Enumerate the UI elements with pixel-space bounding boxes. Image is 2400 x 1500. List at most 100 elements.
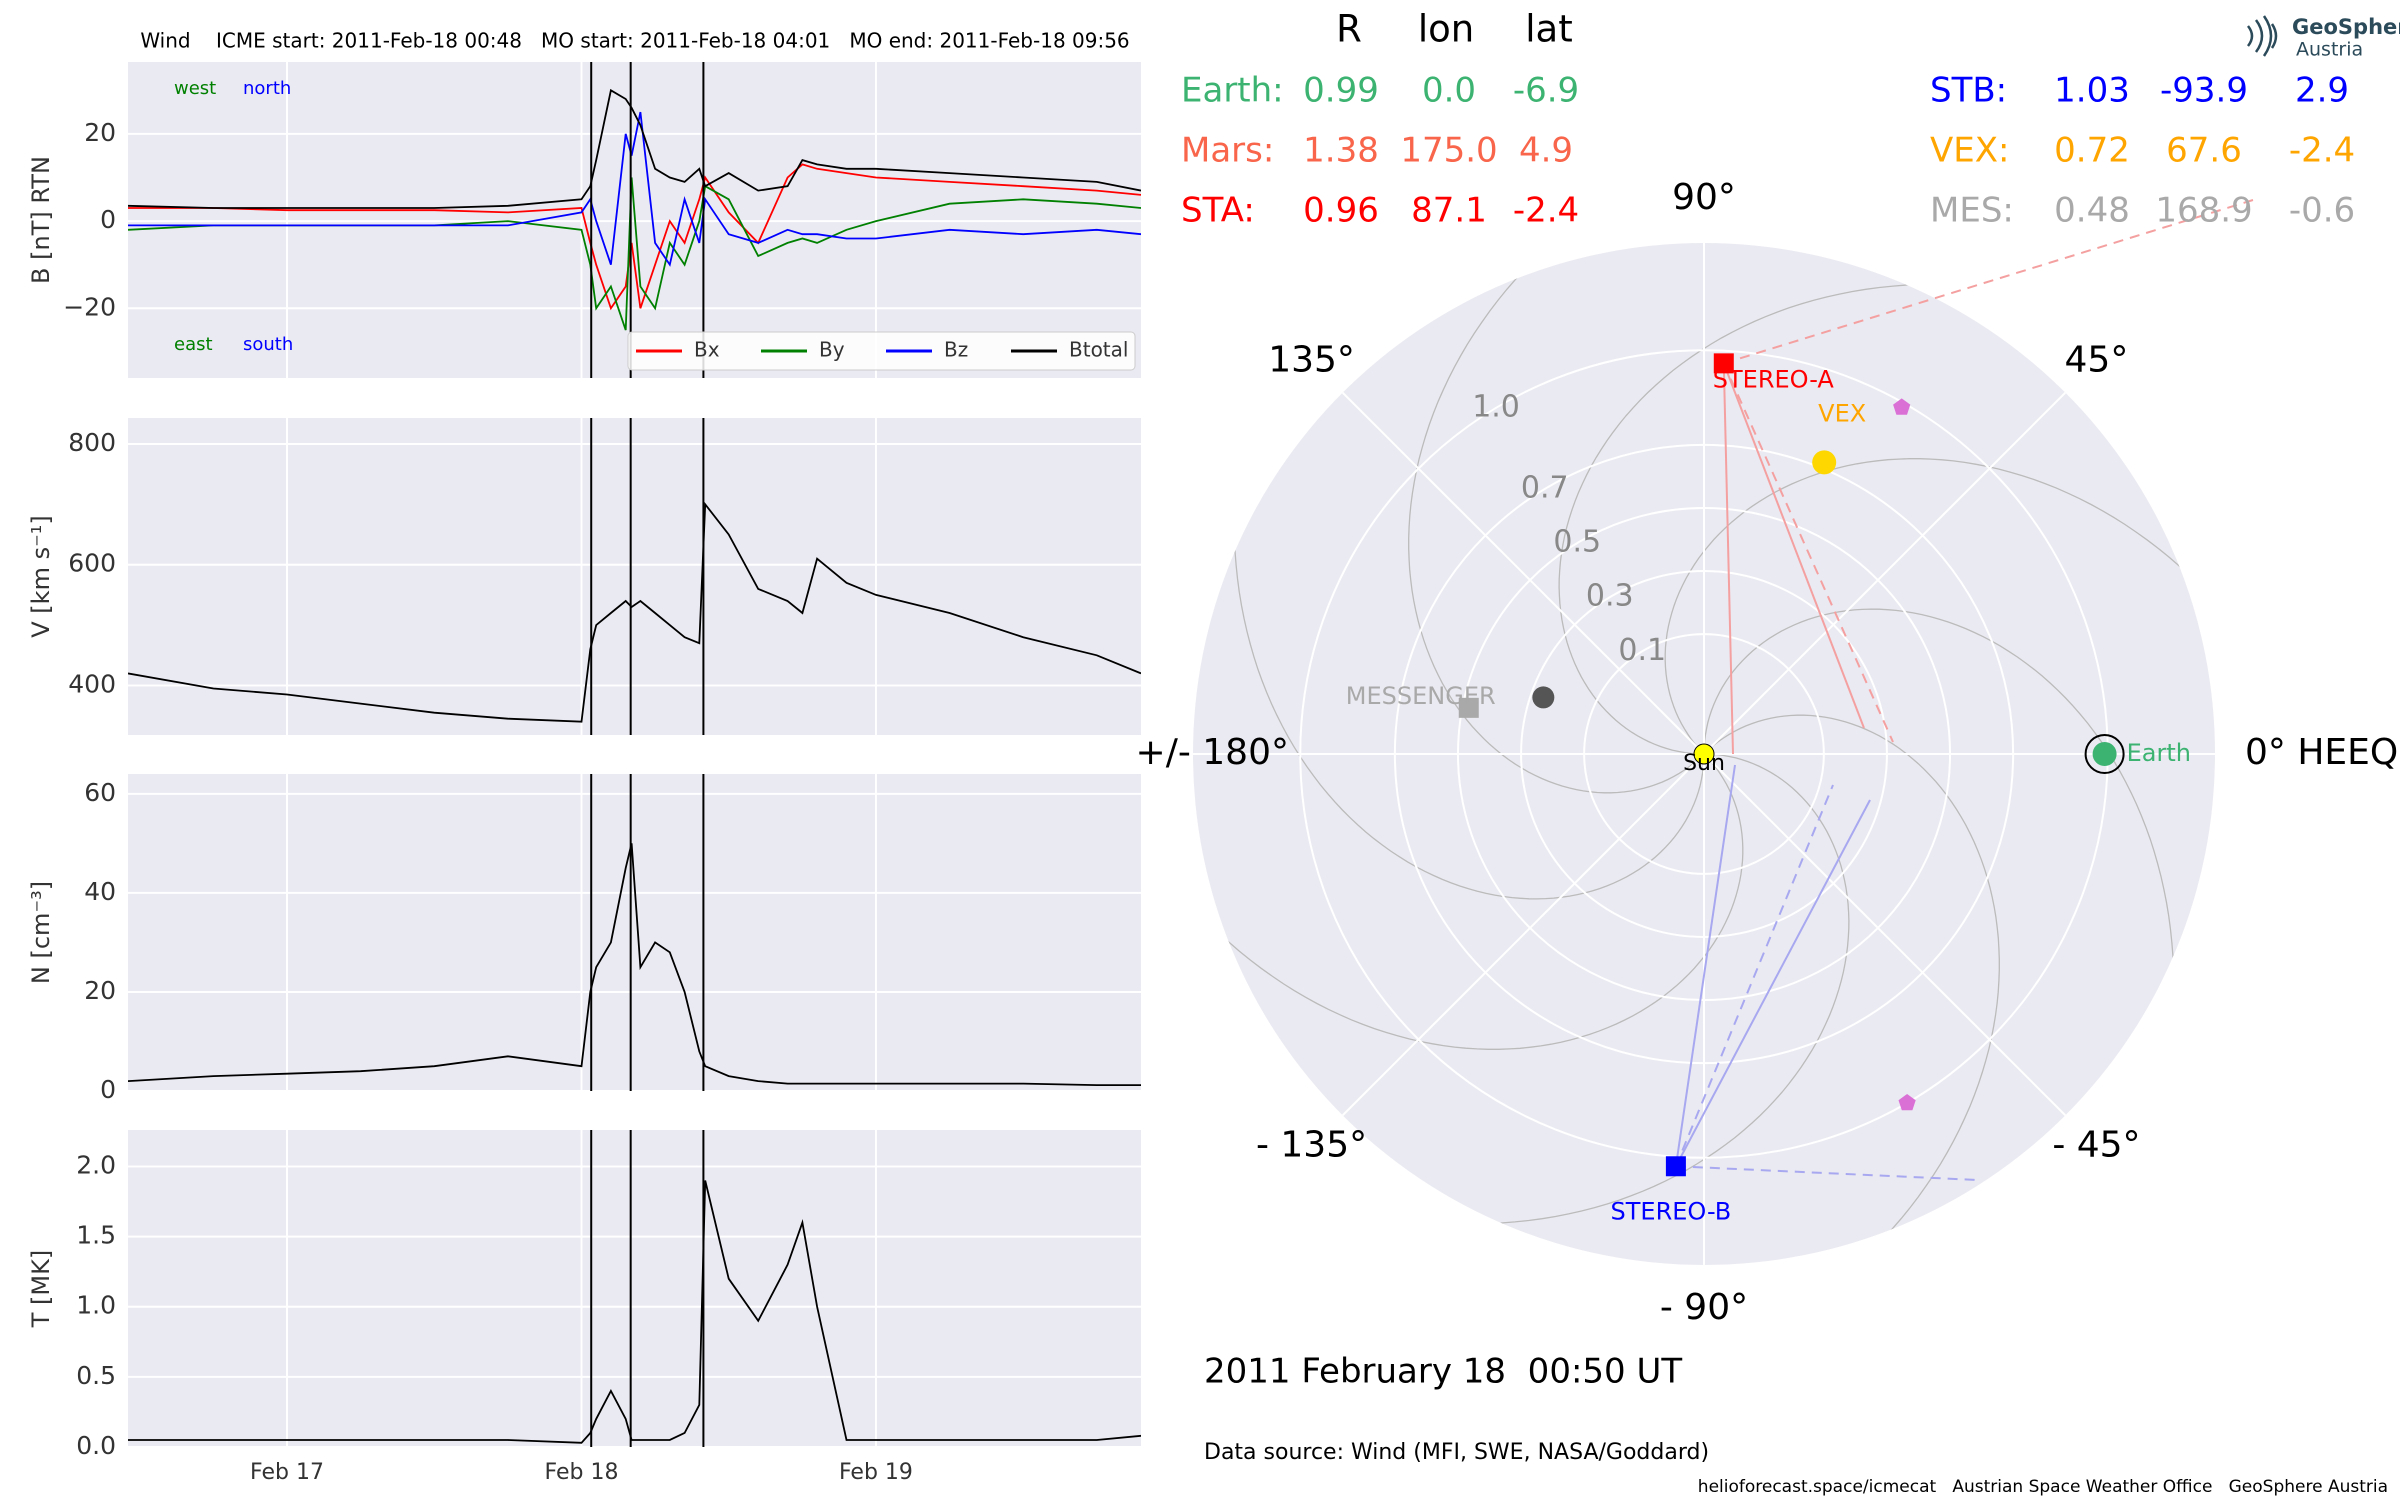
theta-tick-label: - 90° bbox=[1660, 1287, 1748, 1328]
body-label: Earth bbox=[2127, 739, 2191, 767]
data-line bbox=[128, 501, 1141, 723]
theta-tick-label: 0° HEEQ bbox=[2245, 732, 2398, 773]
theta-grid bbox=[1341, 753, 1705, 1117]
body-name: Mars: bbox=[1181, 131, 1274, 171]
body-label: STEREO-A bbox=[1713, 365, 1835, 393]
body-value: 168.9 bbox=[2155, 191, 2252, 231]
chart-title: Wind ICME start: 2011-Feb-18 00:48 MO st… bbox=[140, 29, 1129, 53]
body-value: 0.99 bbox=[1303, 71, 1379, 111]
body-marker bbox=[1812, 450, 1837, 475]
other-marker bbox=[1898, 1094, 1916, 1111]
body-value: 0.0 bbox=[1422, 71, 1476, 111]
body-value: 1.03 bbox=[2054, 71, 2130, 111]
theta-grid bbox=[1341, 391, 1705, 755]
body-label: VEX bbox=[1818, 399, 1866, 427]
plot-area bbox=[128, 418, 1141, 735]
other-marker bbox=[1893, 398, 1911, 415]
body-value: -6.9 bbox=[1513, 71, 1579, 111]
y-tick-label: 0 bbox=[100, 205, 116, 234]
theta-tick-label: 135° bbox=[1268, 340, 1355, 381]
fov-line bbox=[1723, 199, 2254, 365]
body-marker bbox=[1713, 353, 1734, 374]
body-value: -2.4 bbox=[1513, 191, 1579, 231]
plot-area bbox=[128, 1130, 1141, 1447]
legend-label: By bbox=[819, 338, 845, 362]
theta-grid bbox=[1703, 391, 2067, 755]
data-line bbox=[128, 88, 1141, 209]
y-tick-label: 2.0 bbox=[76, 1150, 116, 1179]
data-line bbox=[128, 163, 1141, 311]
y-tick-label: 600 bbox=[68, 549, 116, 578]
r-tick-label: 0.1 bbox=[1618, 633, 1666, 668]
r-tick-label: 0.5 bbox=[1553, 525, 1601, 560]
data-line bbox=[128, 843, 1141, 1086]
fov-line bbox=[1674, 764, 1736, 1167]
y-tick-label: −20 bbox=[63, 292, 116, 321]
body-value: 4.9 bbox=[1519, 131, 1573, 171]
column-header: lat bbox=[1525, 8, 1572, 51]
theta-tick-label: 90° bbox=[1672, 177, 1736, 218]
theta-tick-label: +/- 180° bbox=[1136, 732, 1289, 773]
body-value: 0.72 bbox=[2054, 131, 2130, 171]
body-value: -0.6 bbox=[2289, 191, 2355, 231]
fov-line bbox=[1675, 799, 1871, 1167]
plot-area bbox=[128, 774, 1141, 1091]
data-line bbox=[128, 177, 1141, 331]
y-tick-label: 1.5 bbox=[76, 1221, 116, 1250]
body-value: 0.48 bbox=[2054, 191, 2130, 231]
body-name: MES: bbox=[1930, 191, 2014, 231]
y-tick-label: 60 bbox=[84, 778, 116, 807]
earth-ring bbox=[2084, 734, 2125, 774]
y-tick-label: 0.0 bbox=[76, 1431, 116, 1460]
time-label: 2011 February 18 00:50 UT bbox=[1204, 1352, 1682, 1392]
logo-icon bbox=[2246, 15, 2278, 57]
body-value: -93.9 bbox=[2160, 71, 2248, 111]
x-tick-label: Feb 18 bbox=[545, 1460, 619, 1485]
y-tick-label: 20 bbox=[84, 976, 116, 1005]
r-tick-label: 0.7 bbox=[1521, 471, 1569, 506]
column-header: lon bbox=[1418, 8, 1474, 51]
theta-grid bbox=[1703, 753, 2067, 1117]
body-value: 1.38 bbox=[1303, 131, 1379, 171]
body-name: STA: bbox=[1181, 191, 1255, 231]
body-name: STB: bbox=[1930, 71, 2007, 111]
other-marker bbox=[1532, 686, 1555, 709]
body-label: MESSENGER bbox=[1346, 682, 1496, 710]
theta-tick-label: - 135° bbox=[1256, 1124, 1367, 1165]
x-tick-label: Feb 17 bbox=[250, 1460, 324, 1485]
body-value: 175.0 bbox=[1400, 131, 1497, 171]
theta-tick-label: - 45° bbox=[2052, 1124, 2140, 1165]
y-tick-label: 20 bbox=[84, 118, 116, 147]
y-tick-label: 40 bbox=[84, 877, 116, 906]
fov-line bbox=[1722, 363, 1734, 755]
body-marker bbox=[2092, 742, 2117, 766]
body-label: STEREO-B bbox=[1611, 1197, 1732, 1225]
sun-marker bbox=[1693, 743, 1715, 765]
logo-text: Austria bbox=[2296, 39, 2363, 61]
body-name: VEX: bbox=[1930, 131, 2010, 171]
fov-line bbox=[1722, 363, 1865, 729]
logo-text: GeoSphere bbox=[2292, 15, 2400, 39]
body-marker bbox=[1458, 697, 1479, 718]
body-value: 0.96 bbox=[1303, 191, 1379, 231]
body-name: Earth: bbox=[1181, 71, 1284, 111]
data-line bbox=[128, 111, 1141, 267]
legend-box bbox=[627, 331, 1136, 371]
y-axis-label: V [km s⁻¹] bbox=[27, 515, 55, 637]
legend-label: Bx bbox=[694, 338, 720, 362]
fov-line bbox=[1674, 784, 1834, 1167]
body-value: 67.6 bbox=[2166, 131, 2242, 171]
annotation: east bbox=[174, 334, 213, 355]
data-source: Data source: Wind (MFI, SWE, NASA/Goddar… bbox=[1204, 1440, 1709, 1465]
y-tick-label: 0.5 bbox=[76, 1361, 116, 1390]
y-tick-label: 400 bbox=[68, 669, 116, 698]
body-value: 87.1 bbox=[1411, 191, 1487, 231]
body-value: -2.4 bbox=[2289, 131, 2355, 171]
y-axis-label: N [cm⁻³] bbox=[27, 881, 55, 984]
body-marker bbox=[1665, 1156, 1686, 1177]
y-axis-label: B [nT] RTN bbox=[27, 156, 55, 284]
annotation: south bbox=[243, 334, 293, 355]
sun-label: Sun bbox=[1683, 751, 1725, 776]
body-value: 2.9 bbox=[2295, 71, 2349, 111]
